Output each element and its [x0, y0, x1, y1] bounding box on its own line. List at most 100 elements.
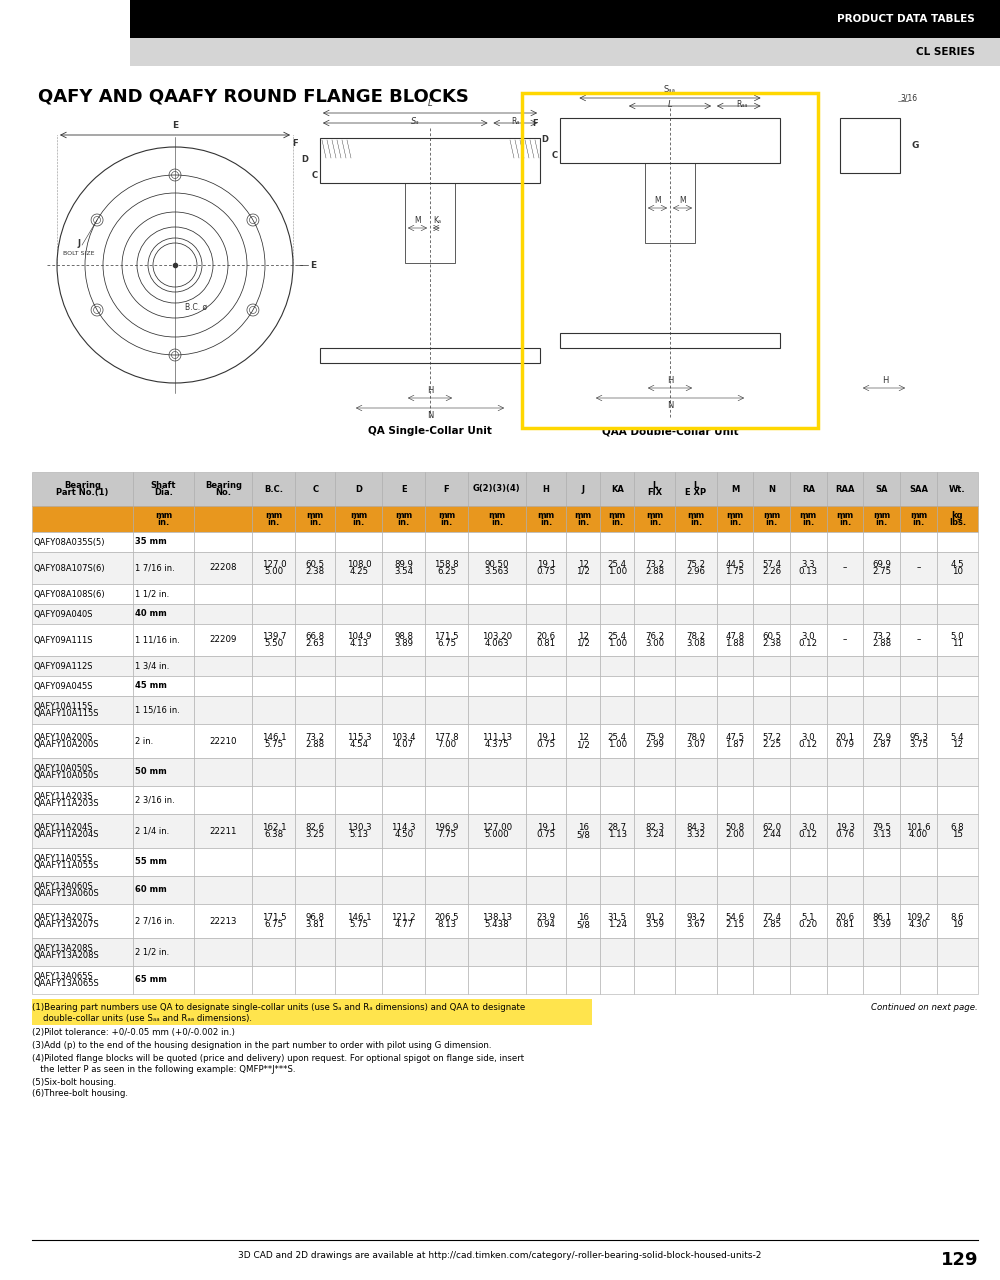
- Text: 2 in.: 2 in.: [135, 736, 153, 745]
- Bar: [32, 938, 133, 966]
- Bar: [425, 966, 468, 995]
- Text: the letter P as seen in the following example: QMFP**J***S.: the letter P as seen in the following ex…: [32, 1065, 296, 1074]
- Bar: [382, 472, 425, 506]
- Text: 6.25: 6.25: [437, 567, 456, 576]
- Text: 3.75: 3.75: [909, 740, 928, 749]
- Text: 1.00: 1.00: [608, 567, 627, 576]
- Text: 0.81: 0.81: [836, 920, 855, 929]
- Text: 1.13: 1.13: [608, 829, 627, 838]
- Bar: [382, 724, 425, 758]
- Bar: [194, 847, 252, 876]
- Bar: [753, 814, 790, 847]
- Text: 0.75: 0.75: [536, 740, 556, 749]
- Bar: [900, 604, 937, 623]
- Bar: [863, 724, 900, 758]
- Bar: [320, 138, 540, 183]
- Text: Part No.(1): Part No.(1): [56, 488, 109, 497]
- Bar: [194, 532, 252, 552]
- Text: 3.0: 3.0: [802, 733, 815, 742]
- Bar: [32, 786, 133, 814]
- Bar: [320, 348, 540, 364]
- Bar: [382, 938, 425, 966]
- Bar: [468, 655, 526, 676]
- Text: 127.00: 127.00: [482, 823, 512, 832]
- Text: 3D CAD and 2D drawings are available at http://cad.timken.com/category/-roller-b: 3D CAD and 2D drawings are available at …: [238, 1251, 762, 1260]
- Bar: [566, 623, 600, 655]
- Bar: [863, 904, 900, 938]
- Bar: [600, 552, 634, 584]
- Text: 79.5: 79.5: [872, 823, 891, 832]
- Text: Continued on next page.: Continued on next page.: [871, 1004, 978, 1012]
- Bar: [133, 847, 194, 876]
- Text: 16: 16: [578, 823, 589, 832]
- Bar: [32, 655, 133, 676]
- Text: 91.2: 91.2: [645, 913, 664, 922]
- Text: 103.20: 103.20: [482, 632, 512, 641]
- Bar: [566, 904, 600, 938]
- Text: 129: 129: [940, 1251, 978, 1268]
- Bar: [790, 786, 827, 814]
- Bar: [790, 506, 827, 532]
- Bar: [194, 786, 252, 814]
- Bar: [560, 118, 780, 163]
- Bar: [566, 876, 600, 904]
- Text: 31.5: 31.5: [608, 913, 627, 922]
- Bar: [526, 506, 566, 532]
- Text: 4.13: 4.13: [349, 639, 368, 648]
- Text: 12: 12: [578, 733, 589, 742]
- Bar: [133, 938, 194, 966]
- Bar: [900, 814, 937, 847]
- Bar: [675, 506, 717, 532]
- Text: 2.00: 2.00: [725, 829, 744, 838]
- Bar: [335, 696, 382, 724]
- Text: QAAFY10A200S: QAAFY10A200S: [34, 740, 100, 749]
- Bar: [194, 584, 252, 604]
- Bar: [790, 724, 827, 758]
- Bar: [252, 938, 295, 966]
- Bar: [194, 938, 252, 966]
- Text: 1.00: 1.00: [608, 639, 627, 648]
- Text: 3.89: 3.89: [394, 639, 413, 648]
- Bar: [335, 623, 382, 655]
- Bar: [675, 724, 717, 758]
- Text: 3.59: 3.59: [645, 920, 664, 929]
- Bar: [675, 966, 717, 995]
- Bar: [133, 696, 194, 724]
- Bar: [526, 847, 566, 876]
- Bar: [252, 847, 295, 876]
- Bar: [425, 696, 468, 724]
- Bar: [600, 655, 634, 676]
- Text: –: –: [916, 635, 921, 645]
- Bar: [827, 876, 863, 904]
- Bar: [425, 584, 468, 604]
- Text: in.: in.: [157, 518, 170, 527]
- Bar: [863, 938, 900, 966]
- Text: 171.5: 171.5: [262, 913, 286, 922]
- Bar: [675, 938, 717, 966]
- Text: QAAFY13A208S: QAAFY13A208S: [34, 951, 100, 960]
- Bar: [382, 758, 425, 786]
- Bar: [790, 623, 827, 655]
- Bar: [863, 552, 900, 584]
- Bar: [717, 938, 753, 966]
- Bar: [295, 584, 335, 604]
- Bar: [252, 676, 295, 696]
- Text: 2.88: 2.88: [306, 740, 325, 749]
- Bar: [252, 584, 295, 604]
- Bar: [194, 552, 252, 584]
- Bar: [900, 847, 937, 876]
- Text: 2.75: 2.75: [872, 567, 891, 576]
- Text: 82.3: 82.3: [645, 823, 665, 832]
- Text: –: –: [843, 635, 847, 645]
- Bar: [675, 604, 717, 623]
- Bar: [335, 758, 382, 786]
- Text: 12: 12: [578, 632, 589, 641]
- Bar: [566, 758, 600, 786]
- Bar: [133, 584, 194, 604]
- Text: QAAFY13A060S: QAAFY13A060S: [34, 890, 100, 899]
- Text: QAAFY11A204S: QAAFY11A204S: [34, 829, 100, 838]
- Bar: [937, 506, 978, 532]
- Text: 162.1: 162.1: [262, 823, 286, 832]
- Text: 5.75: 5.75: [349, 920, 368, 929]
- Bar: [600, 472, 634, 506]
